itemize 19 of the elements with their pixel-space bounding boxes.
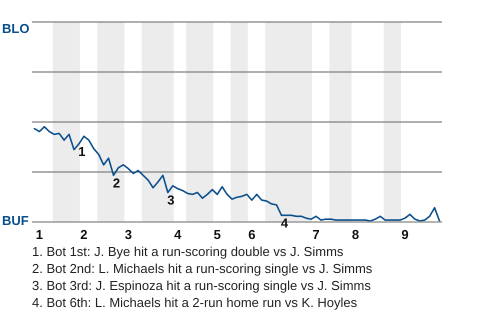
text: BLO xyxy=(2,21,30,36)
annotation: 1 xyxy=(78,144,86,159)
annotation: 4 xyxy=(280,215,289,230)
x-tick-label: 3 xyxy=(124,227,132,242)
x-tick-label: 5 xyxy=(214,227,221,242)
text: 4. Bot 6th: L. Michaels hit a 2-run home run vs K. Hoyles xyxy=(32,294,358,311)
text: 3. Bot 3rd: J. Espinoza hit a run-scoring single vs J. Simms xyxy=(32,277,372,294)
x-tick-label: 9 xyxy=(401,227,409,242)
text: BUF xyxy=(2,213,29,228)
x-tick-label: 6 xyxy=(248,227,256,242)
x-tick-label: 7 xyxy=(312,227,320,242)
annotation: 2 xyxy=(112,175,120,190)
x-tick-label: 1 xyxy=(36,227,44,242)
x-tick-label: 4 xyxy=(174,227,182,242)
text: 2. Bot 2nd: L. Michaels hit a run-scoring single vs J. Simms xyxy=(32,260,372,277)
x-tick-label: 2 xyxy=(80,227,88,242)
x-tick-label: 8 xyxy=(352,227,360,242)
annotation: 3 xyxy=(167,192,174,208)
text: 1. Bot 1st: J. Bye hit a run-scoring double vs J. Simms xyxy=(32,243,344,260)
